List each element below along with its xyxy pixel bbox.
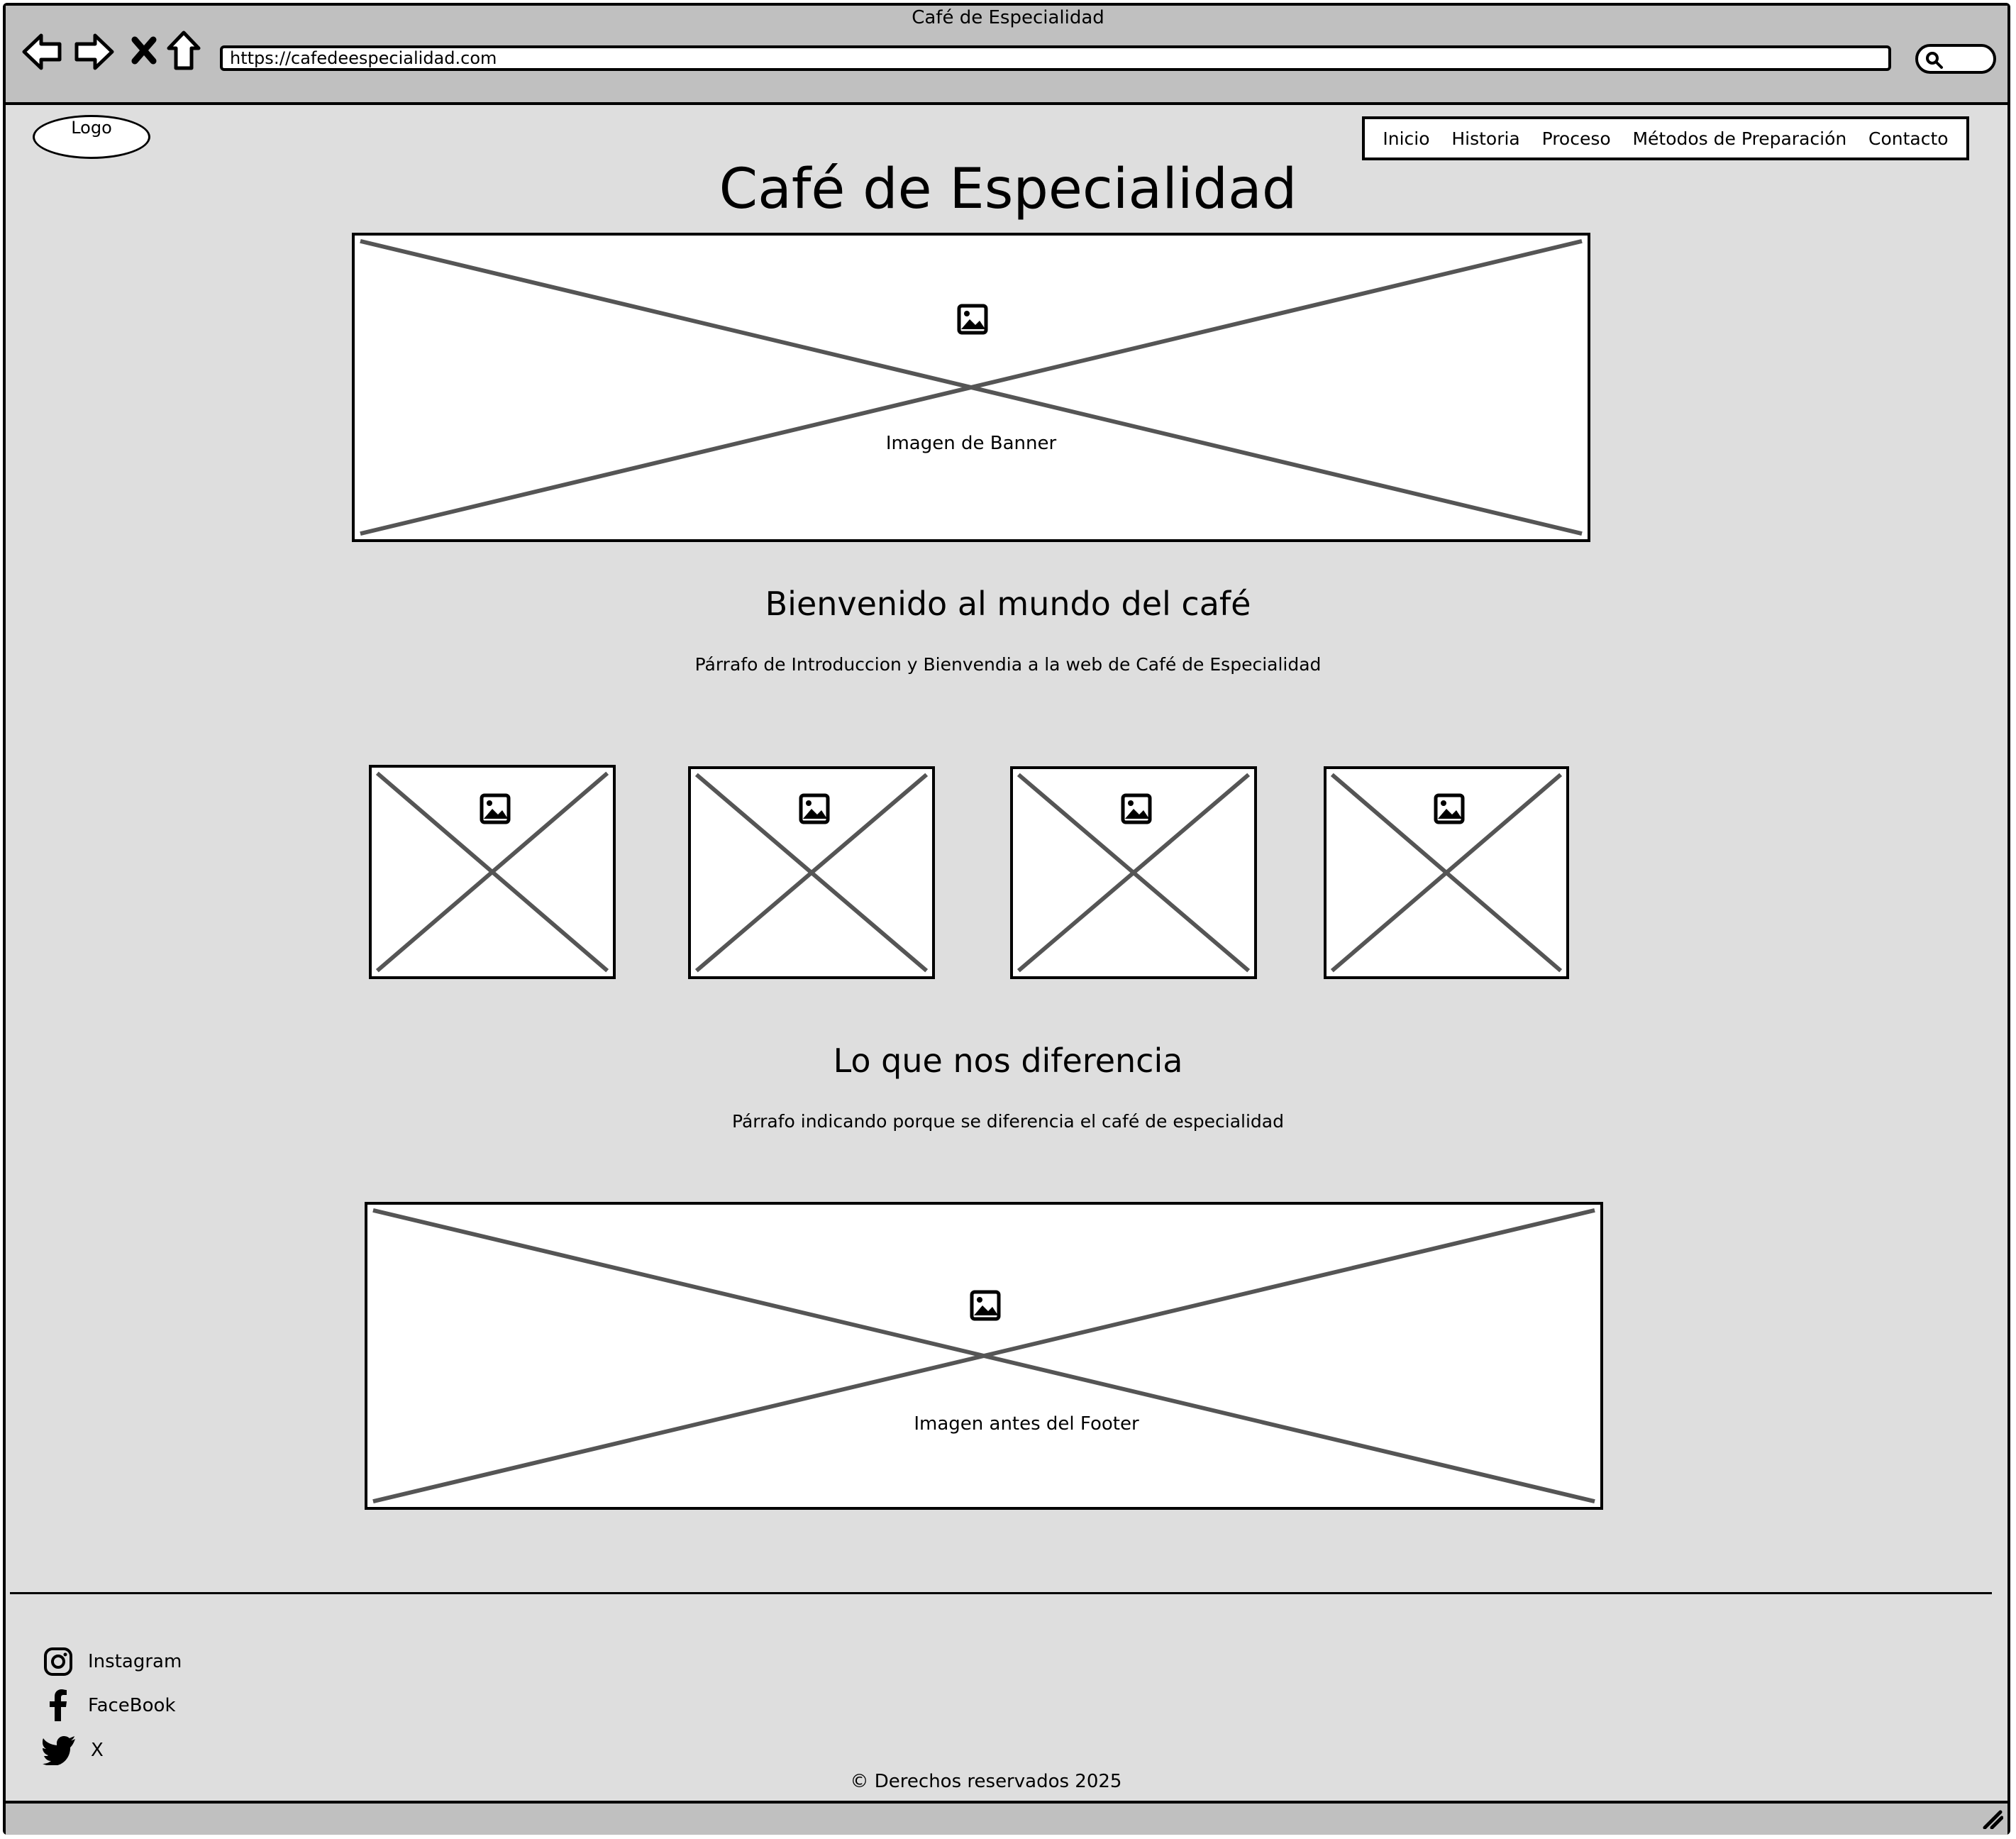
nav-item-metodos[interactable]: Métodos de Preparación [1632,128,1847,149]
social-link-instagram[interactable]: Instagram [43,1646,182,1677]
nav-item-historia[interactable]: Historia [1451,128,1520,149]
search-icon [1926,52,1943,69]
main-nav: Inicio Historia Proceso Métodos de Prepa… [1362,116,1969,160]
resize-grip-icon [1983,1810,2004,1830]
twitter-icon [43,1736,75,1765]
forward-arrow-icon [74,33,114,70]
image-icon [957,304,988,335]
window-title: Café de Especialidad [912,7,1104,28]
page-title: Café de Especialidad [719,158,1297,221]
gallery-image-3 [1010,766,1257,979]
nav-item-inicio[interactable]: Inicio [1383,128,1430,149]
browser-statusbar [6,1801,2007,1835]
nav-item-contacto[interactable]: Contacto [1868,128,1949,149]
diff-paragraph: Párrafo indicando porque se diferencia e… [732,1111,1284,1132]
gallery-image-2 [688,766,935,979]
gallery-image-4 [1324,766,1569,979]
image-icon [1434,793,1465,824]
facebook-icon [50,1689,67,1721]
banner-image: Imagen de Banner [352,233,1590,542]
social-link-x[interactable]: X [43,1735,104,1765]
close-icon [131,36,157,65]
image-icon [799,793,830,824]
banner-caption: Imagen de Banner [885,433,1057,454]
image-icon [480,793,511,824]
instagram-icon [44,1647,72,1676]
resize-handle[interactable] [1982,1809,2004,1832]
welcome-paragraph: Párrafo de Introduccion y Bienvendia a l… [694,654,1322,675]
back-button[interactable] [21,33,62,71]
url-bar[interactable]: https://cafedeespecialidad.com [220,45,1891,71]
image-icon [1121,793,1152,824]
home-button[interactable] [166,30,201,72]
copyright-text: © Derechos reservados 2025 [850,1771,1122,1792]
image-icon [970,1290,1001,1321]
social-label-instagram: Instagram [88,1651,182,1672]
diff-heading: Lo que nos diferencia [833,1042,1183,1080]
home-icon [167,31,201,70]
nav-item-proceso[interactable]: Proceso [1541,128,1611,149]
back-arrow-icon [22,33,62,70]
logo[interactable]: Logo [33,115,150,159]
stop-button[interactable] [131,35,157,65]
footer-divider [10,1592,1992,1594]
pre-footer-image: Imagen antes del Footer [365,1202,1603,1510]
social-label-x: X [91,1740,104,1761]
gallery-image-1 [369,765,616,979]
social-label-facebook: FaceBook [88,1695,176,1716]
welcome-heading: Bienvenido al mundo del café [765,585,1251,623]
social-link-facebook[interactable]: FaceBook [43,1689,176,1723]
forward-button[interactable] [74,33,115,71]
pre-footer-caption: Imagen antes del Footer [914,1413,1139,1435]
browser-search-box[interactable] [1915,44,1996,74]
